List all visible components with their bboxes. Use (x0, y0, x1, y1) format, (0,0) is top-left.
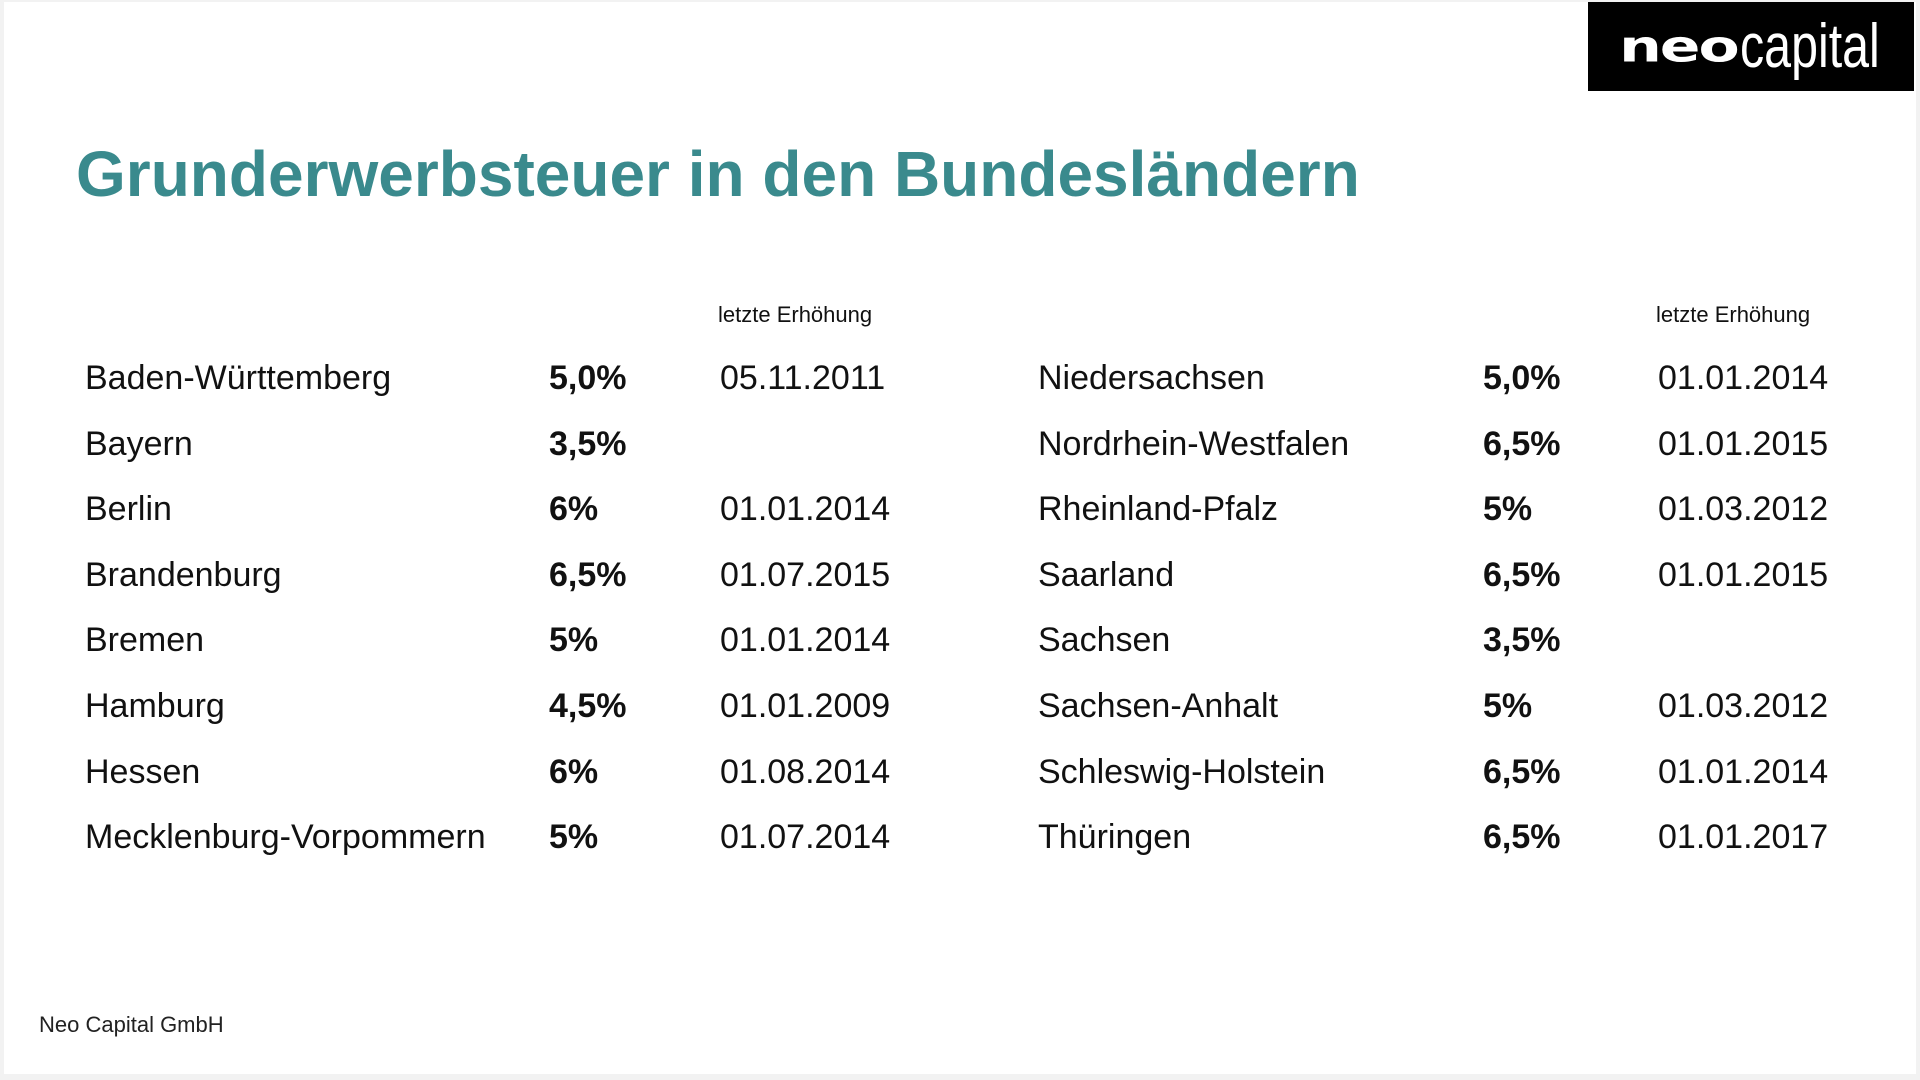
last-increase-date: 01.01.2014 (720, 621, 891, 660)
left-date-header: letzte Erhöhung (718, 302, 873, 327)
last-increase-date: 05.11.2011 (720, 359, 886, 397)
neocapital-logo: neo capital (1588, 2, 1914, 91)
state-name: Berlin (85, 490, 172, 529)
tax-rate: 6,5% (1483, 555, 1561, 594)
state-name: Bayern (85, 424, 193, 463)
tax-rate: 3,5% (1483, 621, 1561, 660)
logo-neo-text: neo (1619, 21, 1740, 72)
tax-rate: 5% (549, 621, 599, 660)
last-increase-date: 01.01.2015 (1658, 424, 1829, 463)
state-name: Baden-Württemberg (85, 359, 392, 397)
state-name: Saarland (1038, 555, 1175, 594)
last-increase-date: 01.01.2015 (1658, 555, 1829, 594)
state-name: Mecklenburg-Vorpommern (85, 818, 486, 857)
state-name: Thüringen (1038, 818, 1192, 857)
state-name: Sachsen-Anhalt (1038, 687, 1279, 725)
table-row: Bayern 3,5% (4, 424, 1904, 464)
last-increase-date: 01.03.2012 (1658, 687, 1829, 725)
last-increase-date: 01.07.2015 (720, 555, 891, 594)
state-name: Schleswig-Holstein (1038, 752, 1326, 791)
state-name: Rheinland-Pfalz (1038, 490, 1279, 529)
state-name: Nordrhein-Westfalen (1038, 424, 1350, 463)
tax-rate: 6,5% (1483, 752, 1561, 791)
tax-rate: 5,0% (549, 359, 627, 397)
footer-company: Neo Capital GmbH (39, 1012, 224, 1037)
table-row: Schleswig-Holstein 6,5% 01.01.2014 (4, 752, 1904, 792)
last-increase-date: 01.07.2014 (720, 818, 891, 857)
table-row: Hamburg 4,5% 01.01.2009 (4, 686, 1904, 726)
table-row: Berlin 6% 01.01.2014 (4, 489, 1904, 529)
table-row: Niedersachsen 5,0% 01.01.2014 (4, 358, 1904, 398)
page-title: Grunderwerbsteuer in den Bundesländern (76, 138, 1360, 210)
table-row: Nordrhein-Westfalen 6,5% 01.01.2015 (4, 424, 1904, 464)
tax-rate: 6% (549, 490, 599, 529)
table-row: Saarland 6,5% 01.01.2015 (4, 555, 1904, 595)
table-row: Hessen 6% 01.08.2014 (4, 752, 1904, 792)
state-name: Niedersachsen (1038, 359, 1265, 397)
table-row: Brandenburg 6,5% 01.07.2015 (4, 555, 1904, 595)
tax-rate: 4,5% (549, 687, 627, 725)
tax-rate: 5% (549, 818, 599, 857)
table-row: Thüringen 6,5% 01.01.2017 (4, 817, 1904, 857)
state-name: Hessen (85, 752, 201, 791)
table-row: Sachsen 3,5% (4, 620, 1904, 660)
tax-rate: 5% (1483, 687, 1533, 725)
last-increase-date: 01.01.2009 (720, 687, 891, 725)
logo-capital-text: capital (1739, 11, 1880, 81)
last-increase-date: 01.08.2014 (720, 752, 891, 791)
table-row: Mecklenburg-Vorpommern 5% 01.07.2014 (4, 817, 1904, 857)
state-name: Hamburg (85, 687, 225, 725)
right-date-header: letzte Erhöhung (1656, 302, 1811, 327)
slide: neo capital Grunderwerbsteuer in den Bund… (4, 2, 1916, 1074)
tax-rate: 6,5% (549, 555, 627, 594)
last-increase-date: 01.01.2014 (720, 490, 891, 529)
tax-rate: 5% (1483, 490, 1533, 529)
tax-rate: 5,0% (1483, 359, 1561, 397)
table-row: Sachsen-Anhalt 5% 01.03.2012 (4, 686, 1904, 726)
tax-rate: 6% (549, 752, 599, 791)
state-name: Bremen (85, 621, 205, 660)
tax-rate: 6,5% (1483, 818, 1561, 857)
state-name: Brandenburg (85, 555, 282, 594)
last-increase-date: 01.01.2014 (1658, 752, 1829, 791)
table-row: Rheinland-Pfalz 5% 01.03.2012 (4, 489, 1904, 529)
tax-rate: 6,5% (1483, 424, 1561, 463)
table-row: Bremen 5% 01.01.2014 (4, 620, 1904, 660)
last-increase-date: 01.01.2017 (1658, 818, 1829, 857)
last-increase-date: 01.03.2012 (1658, 490, 1829, 529)
last-increase-date: 01.01.2014 (1658, 359, 1829, 397)
table-row: Baden-Württemberg 5,0% 05.11.2011 (4, 358, 1904, 398)
state-name: Sachsen (1038, 621, 1171, 660)
tax-rate: 3,5% (549, 424, 627, 463)
